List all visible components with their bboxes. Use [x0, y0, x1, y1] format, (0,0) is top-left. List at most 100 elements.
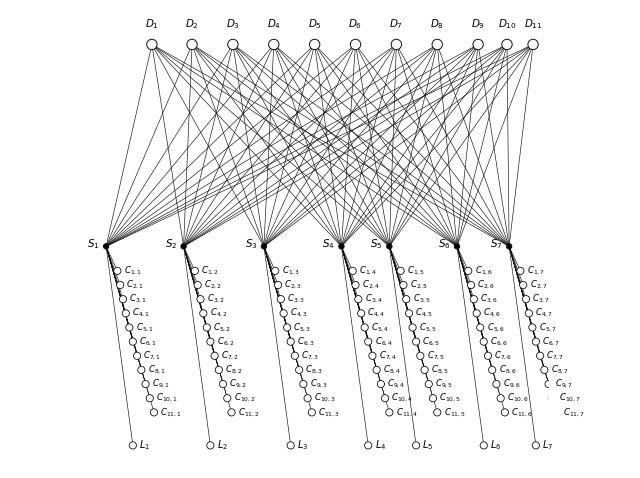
Text: $D_{3}$: $D_{3}$	[226, 17, 240, 31]
Circle shape	[361, 324, 368, 331]
Circle shape	[536, 352, 544, 359]
Text: $C_{1,2}$: $C_{1,2}$	[201, 265, 220, 277]
Circle shape	[506, 244, 512, 249]
Text: $C_{11,3}$: $C_{11,3}$	[318, 406, 340, 419]
Circle shape	[493, 380, 500, 388]
Circle shape	[377, 380, 385, 388]
Circle shape	[142, 380, 149, 388]
Circle shape	[421, 366, 428, 373]
Circle shape	[220, 380, 227, 388]
Circle shape	[413, 338, 420, 345]
Text: $C_{10,3}$: $C_{10,3}$	[314, 392, 336, 404]
Text: $C_{3,6}$: $C_{3,6}$	[480, 293, 499, 305]
Text: $S_{1}$: $S_{1}$	[87, 238, 100, 251]
Circle shape	[477, 324, 484, 331]
Text: $S_{5}$: $S_{5}$	[371, 238, 383, 251]
Circle shape	[200, 310, 207, 317]
Circle shape	[275, 282, 282, 289]
Circle shape	[287, 442, 294, 449]
Text: $C_{11,4}$: $C_{11,4}$	[396, 406, 418, 419]
Text: $D_{7}$: $D_{7}$	[389, 17, 403, 31]
Circle shape	[181, 244, 186, 249]
Circle shape	[473, 310, 480, 317]
Text: $D_{6}$: $D_{6}$	[348, 17, 363, 31]
Circle shape	[429, 395, 436, 402]
Text: $C_{8,5}$: $C_{8,5}$	[431, 364, 449, 376]
Text: $C_{8,4}$: $C_{8,4}$	[383, 364, 401, 376]
Circle shape	[520, 282, 527, 289]
Text: $C_{3,3}$: $C_{3,3}$	[287, 293, 305, 305]
Text: $L_{5}$: $L_{5}$	[422, 438, 434, 452]
Text: $C_{6,5}$: $C_{6,5}$	[422, 336, 441, 348]
Circle shape	[369, 352, 376, 359]
Circle shape	[400, 282, 407, 289]
Text: $C_{3,2}$: $C_{3,2}$	[207, 293, 225, 305]
Text: $C_{1,1}$: $C_{1,1}$	[124, 265, 142, 277]
Circle shape	[114, 267, 121, 274]
Circle shape	[480, 338, 487, 345]
Text: $D_{1}$: $D_{1}$	[145, 17, 159, 31]
Circle shape	[502, 39, 512, 50]
Text: $C_{2,6}$: $C_{2,6}$	[477, 279, 496, 291]
Circle shape	[284, 324, 291, 331]
Text: $L_{4}$: $L_{4}$	[374, 438, 386, 452]
Text: $C_{1,4}$: $C_{1,4}$	[359, 265, 378, 277]
Text: $C_{11,2}$: $C_{11,2}$	[238, 406, 260, 419]
Text: $L_{3}$: $L_{3}$	[297, 438, 308, 452]
Text: $C_{3,5}$: $C_{3,5}$	[413, 293, 431, 305]
Circle shape	[484, 352, 492, 359]
Circle shape	[549, 395, 556, 402]
Text: $L_{1}$: $L_{1}$	[139, 438, 150, 452]
Circle shape	[134, 352, 141, 359]
Text: $C_{2,5}$: $C_{2,5}$	[410, 279, 428, 291]
Text: $C_{8,1}$: $C_{8,1}$	[148, 364, 166, 376]
Text: $D_{10}$: $D_{10}$	[498, 17, 516, 31]
Text: $C_{7,2}$: $C_{7,2}$	[221, 349, 239, 362]
Text: $S_{6}$: $S_{6}$	[438, 238, 451, 251]
Circle shape	[525, 310, 532, 317]
Circle shape	[228, 409, 235, 416]
Circle shape	[129, 442, 136, 449]
Text: $C_{10,5}$: $C_{10,5}$	[439, 392, 461, 404]
Circle shape	[529, 324, 536, 331]
Circle shape	[545, 380, 552, 388]
Text: $L_{2}$: $L_{2}$	[217, 438, 228, 452]
Circle shape	[120, 295, 127, 303]
Circle shape	[470, 295, 477, 303]
Circle shape	[497, 395, 504, 402]
Circle shape	[129, 338, 136, 345]
Circle shape	[122, 310, 129, 317]
Text: $C_{1,5}$: $C_{1,5}$	[407, 265, 425, 277]
Text: $C_{8,3}$: $C_{8,3}$	[305, 364, 324, 376]
Circle shape	[291, 352, 298, 359]
Circle shape	[104, 244, 109, 249]
Circle shape	[480, 442, 487, 449]
Circle shape	[352, 282, 359, 289]
Text: $C_{11,5}$: $C_{11,5}$	[444, 406, 466, 419]
Circle shape	[350, 39, 361, 50]
Text: $C_{5,7}$: $C_{5,7}$	[539, 321, 557, 334]
Circle shape	[187, 39, 197, 50]
Text: $C_{4,1}$: $C_{4,1}$	[132, 307, 150, 319]
Text: $C_{7,7}$: $C_{7,7}$	[547, 349, 564, 362]
Text: $C_{7,3}$: $C_{7,3}$	[301, 349, 319, 362]
Circle shape	[146, 395, 154, 402]
Circle shape	[473, 39, 483, 50]
Circle shape	[125, 324, 133, 331]
Circle shape	[223, 395, 231, 402]
Circle shape	[365, 442, 372, 449]
Circle shape	[532, 338, 540, 345]
Circle shape	[381, 395, 388, 402]
Circle shape	[310, 39, 320, 50]
Circle shape	[215, 366, 223, 373]
Text: $C_{3,4}$: $C_{3,4}$	[365, 293, 383, 305]
Circle shape	[413, 442, 420, 449]
Text: $C_{9,2}$: $C_{9,2}$	[229, 378, 248, 390]
Text: $C_{2,1}$: $C_{2,1}$	[127, 279, 145, 291]
Circle shape	[532, 442, 540, 449]
Text: $C_{9,4}$: $C_{9,4}$	[387, 378, 406, 390]
Circle shape	[409, 324, 416, 331]
Circle shape	[432, 39, 442, 50]
Text: $C_{3,7}$: $C_{3,7}$	[532, 293, 550, 305]
Circle shape	[465, 267, 472, 274]
